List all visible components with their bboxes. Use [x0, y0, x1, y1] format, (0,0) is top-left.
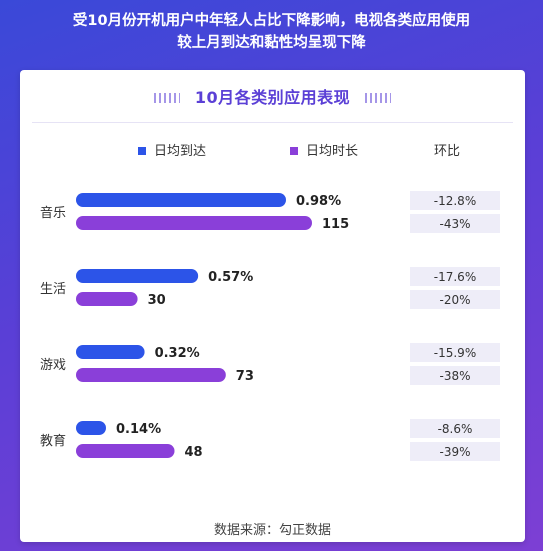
compare-cell	[410, 290, 500, 309]
legend-reach: 日均到达	[138, 140, 206, 159]
legend-label-reach: 日均到达	[154, 144, 207, 159]
compare-cell	[410, 419, 500, 438]
legend-swatch-reach	[138, 146, 146, 155]
compare-value: -39%	[439, 445, 470, 459]
data-label: 30	[148, 293, 166, 308]
compare-value: -43%	[439, 217, 470, 231]
bar-duration	[76, 216, 312, 230]
bar-duration	[76, 368, 226, 382]
compare-cell	[410, 214, 500, 233]
compare-value: -17.6%	[434, 270, 476, 284]
bar-chart: 音乐 0.98% -12.8% 115 -43% 生活 0.57% -17.6% 30 -20% 游…	[40, 191, 500, 461]
category-label: 生活	[40, 282, 66, 297]
divider	[32, 122, 513, 123]
compare-cell	[410, 191, 500, 210]
data-label: 0.57%	[208, 270, 253, 285]
bar-duration	[76, 444, 175, 458]
stripe-decoration-right	[365, 92, 392, 103]
compare-value: -15.9%	[434, 346, 476, 360]
bar-reach	[76, 345, 145, 359]
category-label: 音乐	[40, 205, 66, 221]
data-source: 数据来源：勾正数据	[213, 523, 331, 538]
legend-label-duration: 日均时长	[306, 144, 359, 159]
bar-reach	[76, 269, 199, 283]
legend-swatch-duration	[290, 146, 298, 155]
compare-value: -12.8%	[434, 194, 476, 208]
chart-title-row: 10月各类别应用表现	[20, 84, 525, 108]
data-label: 73	[236, 369, 254, 384]
chart-card: 10月各类别应用表现 日均到达 日均时长 环比 音乐 0.98% -12.8% 115…	[20, 70, 525, 542]
compare-value: -8.6%	[438, 422, 473, 436]
header-line-2: 较上月到达和黏性均呈现下降	[177, 35, 366, 51]
huanbi-header: 环比	[434, 144, 461, 159]
data-label: 115	[322, 217, 349, 232]
compare-cell	[410, 343, 500, 362]
category-label: 游戏	[40, 358, 66, 373]
data-label: 0.98%	[296, 194, 341, 209]
legend-duration: 日均时长	[290, 140, 358, 159]
compare-cell	[410, 267, 500, 286]
bar-duration	[76, 292, 138, 306]
data-label: 48	[185, 445, 203, 460]
data-label: 0.14%	[116, 422, 161, 437]
bar-reach	[76, 193, 286, 207]
compare-cell	[410, 366, 500, 385]
header: 受10月份开机用户中年轻人占比下降影响，电视各类应用使用 较上月到达和黏性均呈现…	[0, 0, 543, 66]
compare-cell	[410, 442, 500, 461]
compare-value: -20%	[439, 293, 470, 307]
header-line-1: 受10月份开机用户中年轻人占比下降影响，电视各类应用使用	[72, 13, 471, 29]
compare-value: -38%	[439, 369, 470, 383]
data-label: 0.32%	[155, 346, 200, 361]
bar-reach	[76, 421, 106, 435]
chart-title: 10月各类别应用表现	[194, 88, 351, 107]
stripe-decoration-left	[153, 92, 180, 103]
category-label: 教育	[40, 433, 66, 449]
